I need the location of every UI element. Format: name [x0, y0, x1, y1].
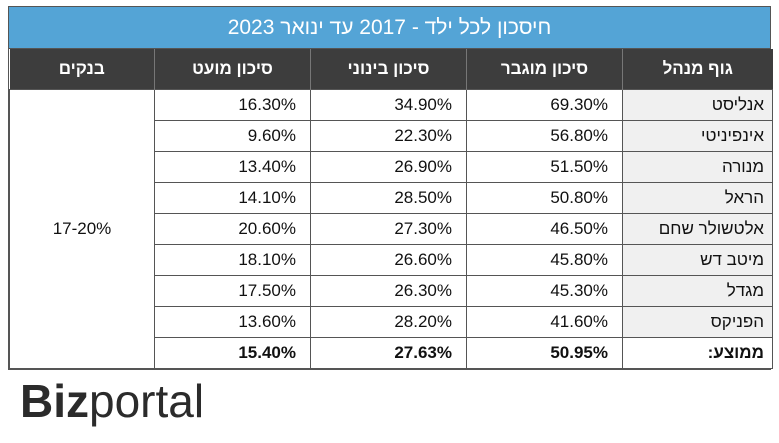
- medium-risk-value: 26.90%: [310, 150, 467, 183]
- fund-name: אינפיניטי: [622, 119, 773, 152]
- header-fund: גוף מנהל: [622, 49, 773, 89]
- table-row: מיטב דש 45.80% 26.60% 18.10%: [10, 243, 773, 276]
- low-risk-value: 18.10%: [154, 243, 311, 276]
- fund-name: הפניקס: [622, 305, 773, 338]
- high-risk-value: 45.80%: [466, 243, 623, 276]
- header-medium-risk: סיכון בינוני: [310, 49, 467, 89]
- average-low-risk: 15.40%: [154, 336, 311, 369]
- returns-table-container: חיסכון לכל ילד - 2017 עד ינואר 2023 גוף …: [8, 6, 773, 370]
- fund-name: מנורה: [622, 150, 773, 183]
- low-risk-value: 16.30%: [154, 88, 311, 121]
- average-row: ממוצע: 50.95% 27.63% 15.40%: [10, 336, 773, 369]
- table-row: אינפיניטי 56.80% 22.30% 9.60%: [10, 119, 773, 152]
- medium-risk-value: 28.50%: [310, 181, 467, 214]
- low-risk-value: 17.50%: [154, 274, 311, 307]
- average-label: ממוצע:: [622, 336, 773, 369]
- table-title: חיסכון לכל ילד - 2017 עד ינואר 2023: [9, 7, 770, 49]
- high-risk-value: 51.50%: [466, 150, 623, 183]
- header-row: גוף מנהל סיכון מוגבר סיכון בינוני סיכון …: [9, 49, 773, 89]
- header-low-risk: סיכון מועט: [154, 49, 311, 89]
- header-high-risk: סיכון מוגבר: [466, 49, 623, 89]
- low-risk-value: 20.60%: [154, 212, 311, 245]
- medium-risk-value: 28.20%: [310, 305, 467, 338]
- bizportal-logo-graphic: Bizportal: [20, 377, 204, 427]
- high-risk-value: 46.50%: [466, 212, 623, 245]
- svg-text:Bizportal: Bizportal: [20, 377, 204, 427]
- header-banks: בנקים: [9, 49, 155, 89]
- medium-risk-value: 34.90%: [310, 88, 467, 121]
- fund-name: אלטשולר שחם: [622, 212, 773, 245]
- low-risk-value: 13.60%: [154, 305, 311, 338]
- medium-risk-value: 27.30%: [310, 212, 467, 245]
- table-row: מנורה 51.50% 26.90% 13.40%: [10, 150, 773, 183]
- high-risk-value: 45.30%: [466, 274, 623, 307]
- low-risk-value: 13.40%: [154, 150, 311, 183]
- table-row: אנליסט 69.30% 34.90% 16.30% 17-20%: [9, 88, 773, 369]
- banks-value: 17-20%: [9, 88, 155, 369]
- high-risk-value: 41.60%: [466, 305, 623, 338]
- table-row: מגדל 45.30% 26.30% 17.50%: [10, 274, 773, 307]
- fund-name: אנליסט: [622, 88, 773, 121]
- low-risk-value: 9.60%: [154, 119, 311, 152]
- fund-name: הראל: [622, 181, 773, 214]
- fund-name: מיטב דש: [622, 243, 773, 276]
- average-medium-risk: 27.63%: [310, 336, 467, 369]
- bizportal-logo: Bizportal: [20, 377, 320, 427]
- medium-risk-value: 26.60%: [310, 243, 467, 276]
- table-row: הראל 50.80% 28.50% 14.10%: [10, 181, 773, 214]
- medium-risk-value: 22.30%: [310, 119, 467, 152]
- high-risk-value: 69.30%: [466, 88, 623, 121]
- low-risk-value: 14.10%: [154, 181, 311, 214]
- returns-table: גוף מנהל סיכון מוגבר סיכון בינוני סיכון …: [9, 49, 773, 369]
- high-risk-value: 50.80%: [466, 181, 623, 214]
- medium-risk-value: 26.30%: [310, 274, 467, 307]
- high-risk-value: 56.80%: [466, 119, 623, 152]
- average-high-risk: 50.95%: [466, 336, 623, 369]
- table-row: אלטשולר שחם 46.50% 27.30% 20.60%: [10, 212, 773, 245]
- fund-name: מגדל: [622, 274, 773, 307]
